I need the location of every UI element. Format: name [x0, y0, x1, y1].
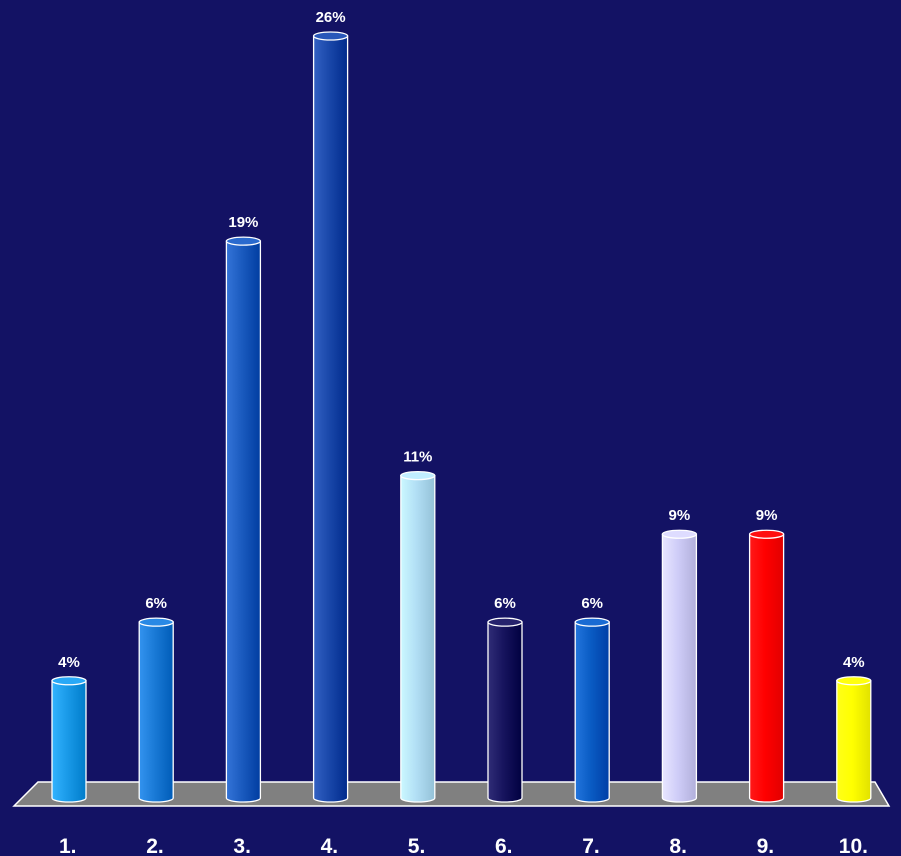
labels-layer: 4% 6% 19% 26% 11% 6% 6% 9% 9% 4%	[58, 9, 864, 671]
bar-2	[138, 617, 174, 803]
data-label: 4%	[843, 654, 865, 671]
bar-6	[487, 617, 523, 803]
bar-top-cap	[661, 529, 698, 539]
bar-top-cap	[225, 236, 262, 246]
data-label: 6%	[494, 595, 516, 612]
bar-9	[748, 529, 785, 803]
bar-top-cap	[51, 676, 87, 686]
data-label: 6%	[581, 595, 603, 612]
data-label: 9%	[756, 507, 778, 524]
bar-body	[51, 680, 87, 803]
x-tick-label: 3.	[233, 835, 251, 856]
bar-8	[661, 529, 698, 803]
x-tick-label: 7.	[582, 835, 600, 856]
bar-top-cap	[836, 676, 872, 686]
bar-body	[748, 533, 785, 803]
bar-top-cap	[138, 617, 174, 627]
bar-body	[400, 474, 436, 803]
data-label: 19%	[228, 214, 258, 231]
bar-body	[225, 240, 262, 803]
bar-top-cap	[312, 31, 349, 41]
bar-top-cap	[574, 617, 610, 627]
bar-body	[661, 533, 698, 803]
x-tick-label: 4.	[321, 835, 339, 856]
bar-top-cap	[748, 529, 785, 539]
bar-body	[138, 621, 174, 803]
x-tick-label: 1.	[59, 835, 77, 856]
x-tick-label: 8.	[669, 835, 687, 856]
bar-body	[487, 621, 523, 803]
x-tick-label: 6.	[495, 835, 513, 856]
bar-top-cap	[400, 470, 436, 481]
x-tick-label: 5.	[408, 835, 426, 856]
bar-10	[836, 676, 872, 803]
data-label: 9%	[669, 507, 691, 524]
data-label: 6%	[145, 595, 167, 612]
data-label: 4%	[58, 654, 80, 671]
x-tick-label: 2.	[146, 835, 164, 856]
bar-3	[225, 236, 262, 803]
bars-layer	[51, 31, 872, 803]
x-tick-label: 9.	[757, 835, 775, 856]
bar-1	[51, 676, 87, 803]
x-tick-label: 10.	[839, 835, 868, 856]
data-label: 26%	[316, 9, 346, 26]
bar-4	[312, 31, 349, 803]
x-axis-tick-labels: 1. 2. 3. 4. 5. 6. 7. 8. 9. 10.	[59, 835, 868, 856]
bar-7	[574, 617, 610, 803]
bar-top-cap	[487, 617, 523, 627]
bar-body	[836, 680, 872, 803]
bar-body	[574, 621, 610, 803]
bar-body	[312, 35, 349, 803]
data-label: 11%	[403, 449, 432, 466]
bar-5	[400, 470, 436, 803]
